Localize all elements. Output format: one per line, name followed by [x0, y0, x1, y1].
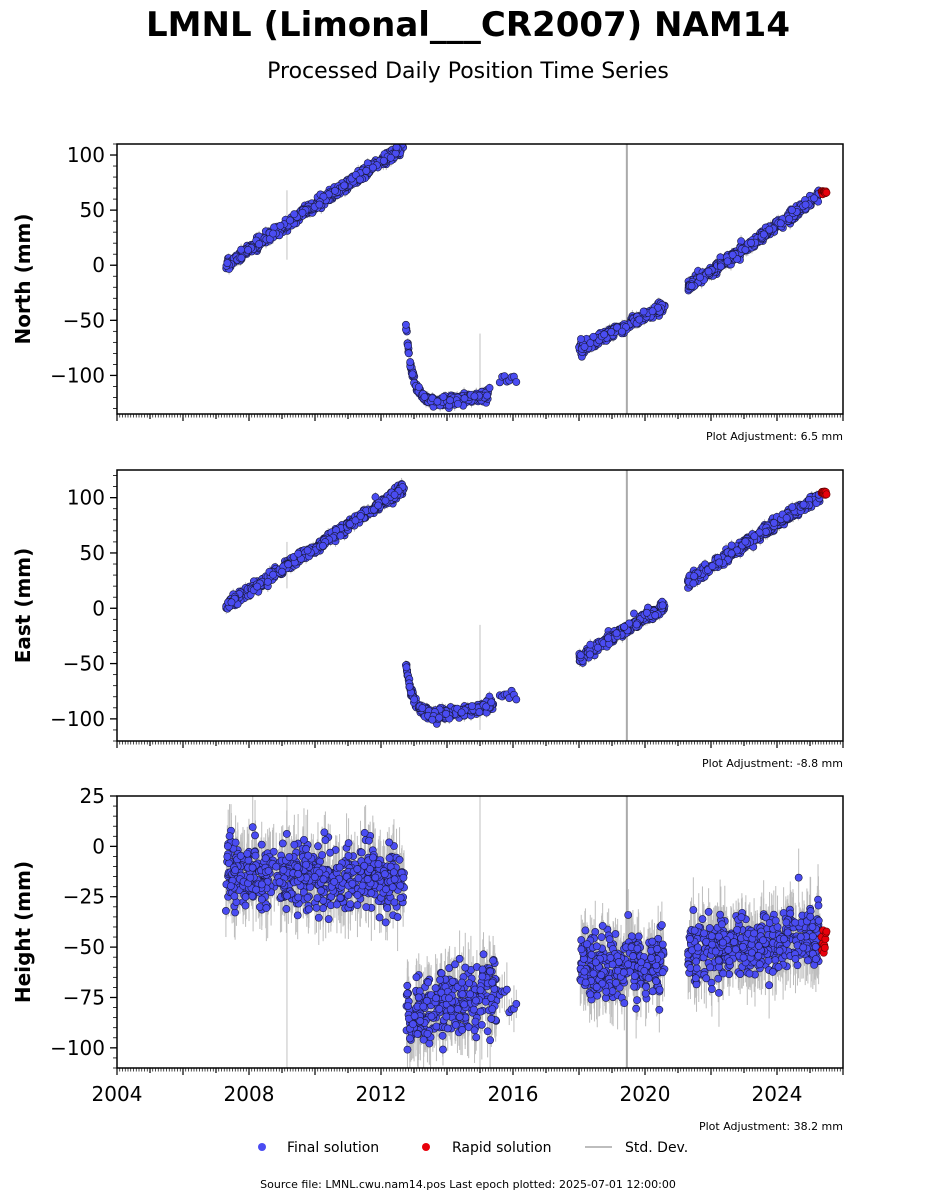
final-point [446, 396, 455, 405]
chart-title: LMNL (Limonal___CR2007) NAM14 [146, 5, 790, 45]
final-point [810, 194, 819, 203]
final-point [607, 328, 616, 336]
chart-subtitle: Processed Daily Position Time Series [267, 59, 669, 84]
final-point [723, 257, 732, 266]
final-point [704, 267, 713, 276]
final-point [340, 181, 349, 190]
final-point [286, 216, 294, 225]
final-point [653, 303, 662, 312]
final-point [696, 273, 704, 282]
y-tick-label: 100 [67, 143, 105, 167]
plot-adjustment-note: Plot Adjustment: 6.5 mm [706, 430, 843, 443]
final-point [362, 166, 371, 175]
final-point [586, 339, 595, 347]
final-point [290, 210, 299, 219]
final-point [406, 358, 415, 366]
panel-north: 100 50 0 −50 −100 North (mm) Plot Adjustment: … [11, 143, 844, 443]
y-tick-label: 50 [80, 198, 105, 222]
final-point [369, 163, 377, 172]
final-point [618, 327, 626, 336]
final-point [483, 391, 491, 400]
final-point [589, 332, 598, 341]
final-point [315, 200, 324, 209]
final-point [765, 225, 774, 234]
final-point [237, 253, 246, 262]
final-point [331, 186, 339, 195]
final-points [222, 144, 823, 413]
final-point [776, 219, 785, 228]
final-point [392, 144, 401, 152]
y-tick-label: 0 [92, 253, 105, 277]
std-dev-bars [225, 144, 820, 412]
final-point [386, 153, 395, 162]
final-point [223, 259, 232, 267]
final-point [512, 378, 521, 386]
rapid-point [822, 188, 831, 197]
final-point [759, 230, 768, 239]
final-point [408, 370, 417, 379]
final-point [433, 397, 442, 406]
final-point [420, 393, 429, 401]
final-point [577, 335, 585, 343]
rapid-points [817, 187, 831, 199]
final-point [298, 208, 307, 217]
final-point [470, 392, 479, 401]
final-point [801, 200, 810, 209]
final-point [439, 393, 448, 401]
final-point [237, 245, 245, 254]
final-point [687, 282, 696, 290]
final-point [580, 342, 589, 351]
final-point [379, 156, 388, 165]
final-point [600, 330, 609, 339]
y-axis-label: North (mm) [11, 213, 35, 344]
final-point [728, 250, 737, 259]
final-point [356, 175, 364, 184]
plot-area [222, 144, 831, 414]
plot-area [222, 470, 831, 741]
std-dev-bars [225, 477, 821, 727]
final-point [255, 240, 264, 248]
final-point [635, 315, 644, 324]
final-point [485, 383, 494, 392]
y-tick-label: −100 [50, 363, 105, 387]
final-point [785, 214, 794, 223]
final-point [648, 307, 657, 316]
final-point [276, 221, 285, 230]
final-point [269, 229, 277, 238]
final-point [404, 349, 413, 358]
y-tick-label: −50 [63, 308, 105, 332]
final-point [639, 307, 648, 316]
final-point [414, 383, 423, 391]
final-point [747, 238, 755, 247]
final-point [453, 399, 462, 408]
final-point [788, 206, 796, 214]
final-point [404, 341, 412, 350]
final-point [460, 394, 469, 403]
final-point [319, 192, 328, 201]
final-point [716, 262, 725, 271]
final-point [244, 246, 253, 254]
final-point [402, 320, 410, 329]
